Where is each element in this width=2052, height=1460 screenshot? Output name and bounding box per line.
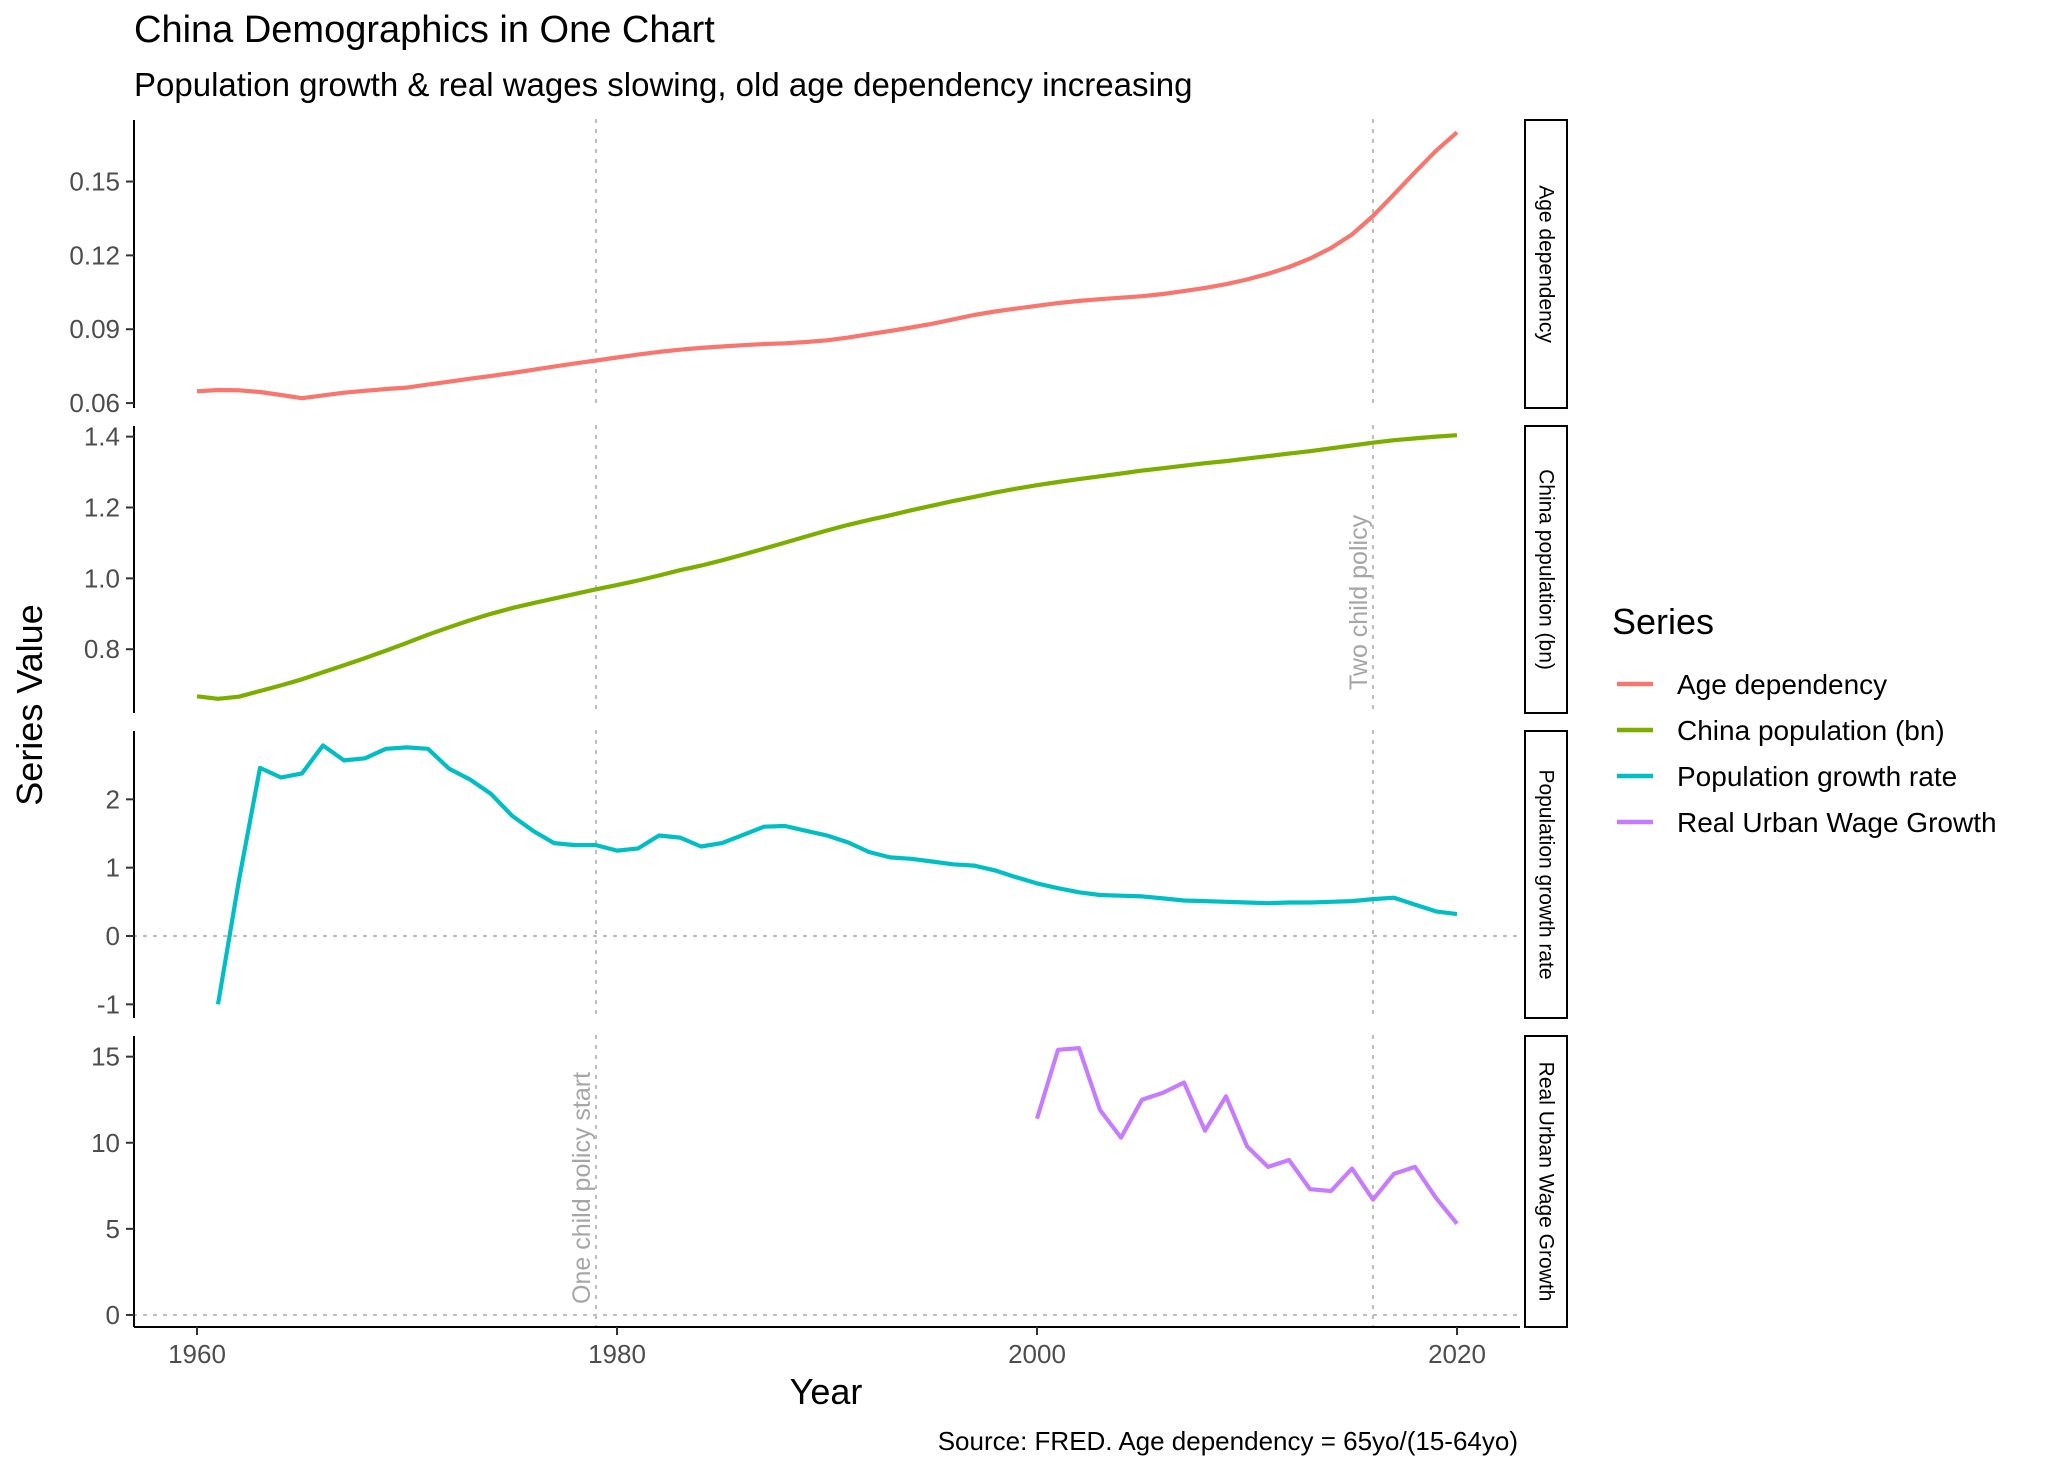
y-tick-label: 10 [91,1128,120,1158]
legend-label: Age dependency [1677,669,1887,700]
legend-item-real-urban-wage-growth: Real Urban Wage Growth [1617,807,1997,838]
y-tick-label: 0.8 [84,634,120,664]
y-tick-label: 2 [106,784,120,814]
strip-label: Population growth rate [1535,769,1558,979]
annotation-two-child-policy: Two child policy [1345,514,1373,690]
panel-age-dependency: 0.06 0.09 0.12 0.15 Age dependency [69,118,1568,418]
strip-label: Real Urban Wage Growth [1535,1062,1558,1302]
strip-box [1524,1035,1568,1328]
panel-china-population-bn: 0.8 1.0 1.2 1.4 China population (bn) [84,422,1568,715]
y-tick-label: 0 [106,921,120,951]
legend-label: Real Urban Wage Growth [1677,807,1997,838]
annotation-one-child-policy-start: One child policy start [568,1072,596,1304]
y-tick-label: 1.2 [84,492,120,522]
chart-subtitle: Population growth & real wages slowing, … [134,66,1193,103]
y-tick-label: 5 [106,1214,120,1244]
y-tick-label: 0.12 [69,240,120,270]
panels: 0.06 0.09 0.12 0.15 Age dependency 0.8 1.0 1.2 1… [69,118,1568,1330]
series-line-population-growth-rate [215,743,1458,1005]
y-tick-label: -1 [97,989,120,1019]
y-tick-label: 0.09 [69,314,120,344]
y-tick-label: 1.4 [84,422,120,452]
strip-label: Age dependency [1535,185,1558,343]
series-line-age-dependency [196,130,1459,401]
legend-title: Series [1612,601,1714,642]
panel-real-urban-wage-growth: 0 5 10 15 Real Urban Wage Growth [91,1034,1568,1330]
x-axis-title: Year [790,1371,863,1412]
y-tick-label: 1 [106,853,120,883]
strip-box [1524,119,1568,409]
x-tick-label: 1960 [168,1339,226,1369]
y-tick-label: 1.0 [84,563,120,593]
strip-label: China population (bn) [1535,469,1558,670]
strip-box [1524,730,1568,1019]
y-axis-title: Series Value [9,604,50,805]
chart-caption: Source: FRED. Age dependency = 65yo/(15-… [938,1426,1518,1456]
x-axis: 1960 1980 2000 2020 [134,1326,1520,1369]
series-line-real-urban-wage-growth [1034,1045,1459,1226]
x-tick-label: 1980 [588,1339,646,1369]
strip-box [1524,425,1568,714]
y-tick-label: 0.15 [69,167,120,197]
legend: Series Age dependency China population (bn… [1612,601,1997,838]
legend-label: Population growth rate [1677,761,1957,792]
x-tick-label: 2020 [1428,1339,1486,1369]
y-tick-label: 0 [106,1300,120,1330]
series-line-china-population-bn [196,433,1458,701]
legend-label: China population (bn) [1677,715,1945,746]
y-tick-label: 15 [91,1042,120,1072]
y-tick-label: 0.06 [69,388,120,418]
panel-population-growth-rate: -1 0 1 2 Population growth rate [97,729,1568,1019]
x-tick-label: 2000 [1008,1339,1066,1369]
legend-item-population-growth-rate: Population growth rate [1617,761,1957,792]
legend-item-china-population-bn: China population (bn) [1617,715,1945,746]
legend-item-age-dependency: Age dependency [1617,669,1887,700]
chart-title: China Demographics in One Chart [134,9,715,51]
